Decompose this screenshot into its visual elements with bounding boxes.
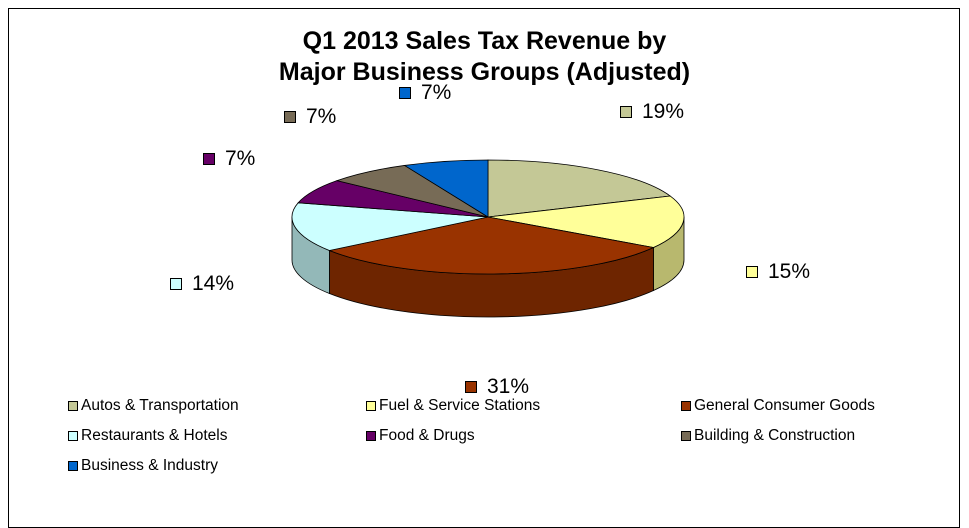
legend-label-5: Building & Construction	[694, 427, 856, 444]
data-label-3: 14%	[170, 272, 234, 296]
data-label-5: 7%	[284, 105, 336, 129]
legend-key-6	[68, 461, 78, 471]
legend-label-1: Fuel & Service Stations	[379, 397, 541, 414]
legend-label-4: Food & Drugs	[379, 427, 475, 444]
pie-chart	[291, 159, 685, 318]
data-label-key-3	[170, 278, 182, 290]
legend-item-2: General Consumer Goods	[681, 397, 875, 415]
data-label-text-6: 7%	[421, 81, 452, 104]
data-label-6: 7%	[399, 81, 451, 105]
legend-key-2	[681, 401, 691, 411]
legend-item-5: Building & Construction	[681, 427, 855, 445]
data-label-key-0	[620, 106, 632, 118]
legend-label-6: Business & Industry	[81, 457, 218, 474]
data-label-key-6	[399, 87, 411, 99]
pie-slice-6	[403, 159, 489, 218]
data-label-text-0: 19%	[642, 100, 685, 123]
data-label-text-3: 14%	[192, 272, 235, 295]
data-label-1: 15%	[746, 260, 810, 284]
legend-key-0	[68, 401, 78, 411]
pie-slice-3	[291, 202, 489, 251]
legend-key-5	[681, 431, 691, 441]
data-label-2: 31%	[465, 375, 529, 399]
legend-key-4	[366, 431, 376, 441]
chart-title: Q1 2013 Sales Tax Revenue by Major Busin…	[0, 26, 969, 88]
data-label-key-2	[465, 381, 477, 393]
data-label-4: 7%	[203, 147, 255, 171]
data-label-key-1	[746, 266, 758, 278]
legend-item-3: Restaurants & Hotels	[68, 427, 227, 445]
chart-title-line-1: Q1 2013 Sales Tax Revenue by	[302, 27, 667, 55]
legend-item-0: Autos & Transportation	[68, 397, 239, 415]
data-label-text-4: 7%	[225, 147, 256, 170]
data-label-text-1: 15%	[768, 260, 811, 283]
data-label-key-4	[203, 153, 215, 165]
legend-label-3: Restaurants & Hotels	[81, 427, 228, 444]
chart-title-line-2: Major Business Groups (Adjusted)	[278, 58, 691, 86]
legend-label-0: Autos & Transportation	[81, 397, 239, 414]
legend-key-3	[68, 431, 78, 441]
data-label-text-2: 31%	[487, 375, 530, 398]
legend-key-1	[366, 401, 376, 411]
data-label-text-5: 7%	[306, 105, 337, 128]
legend-item-6: Business & Industry	[68, 457, 218, 475]
pie-slice-2	[328, 216, 655, 275]
legend-label-2: General Consumer Goods	[694, 397, 875, 414]
legend-item-1: Fuel & Service Stations	[366, 397, 540, 415]
legend-item-4: Food & Drugs	[366, 427, 475, 445]
data-label-0: 19%	[620, 100, 684, 124]
data-label-key-5	[284, 111, 296, 123]
pie-slice-0	[487, 159, 672, 218]
pie-slice-1	[487, 195, 685, 248]
